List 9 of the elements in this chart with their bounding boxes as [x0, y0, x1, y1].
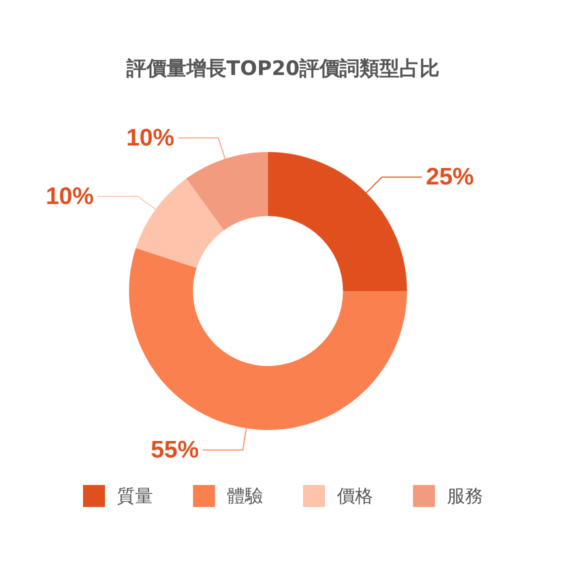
legend-label: 體驗: [227, 485, 263, 508]
data-label: 10%: [46, 182, 94, 210]
data-label: 25%: [426, 164, 474, 191]
legend-label: 服務: [447, 485, 483, 508]
legend-label: 質量: [117, 485, 153, 508]
chart-title: 評價量增長TOP20評價詞類型占比: [125, 56, 440, 80]
legend-label: 價格: [337, 485, 373, 508]
data-label: 10%: [126, 124, 174, 152]
data-label: 55%: [150, 436, 199, 464]
